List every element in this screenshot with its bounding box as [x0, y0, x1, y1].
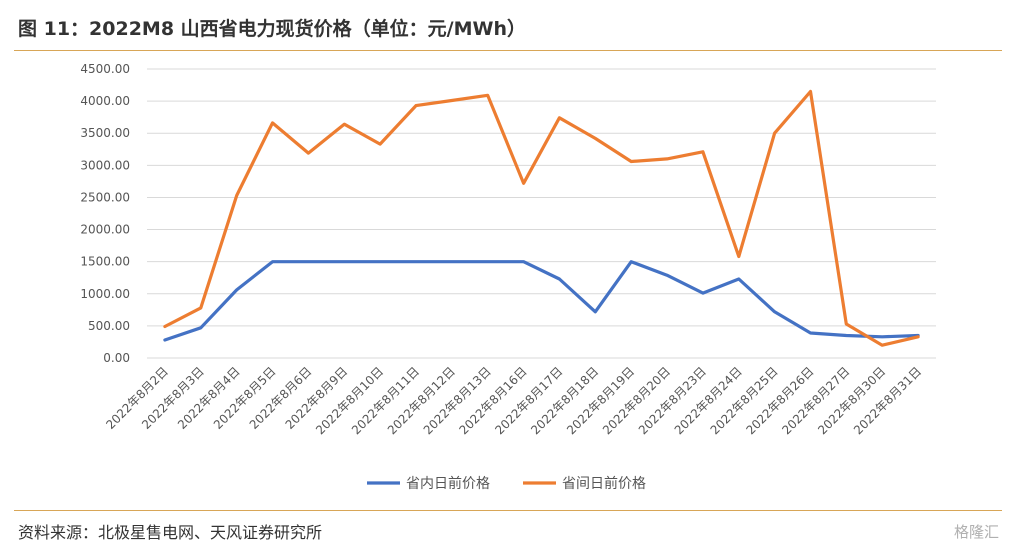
x-tick-label: 2022年8月9日: [283, 364, 351, 432]
x-tick-label: 2022年8月2日: [103, 364, 171, 432]
chart-title: 图 11：2022M8 山西省电力现货价格（单位：元/MWh）: [18, 18, 527, 40]
x-tick-label: 2022年8月4日: [175, 364, 243, 432]
y-axis-ticks: 0.00 500.00 1000.00 1500.00 2000.00 2500.00 30…: [80, 62, 130, 365]
bottom-divider: [14, 510, 1002, 511]
top-divider: [14, 50, 1002, 51]
y-tick-label: 2500.00: [80, 190, 130, 204]
y-tick-label: 3500.00: [80, 126, 130, 140]
gridlines: [147, 68, 936, 359]
legend-label-domestic: 省内日前价格: [406, 475, 490, 492]
y-tick-label: 2000.00: [80, 223, 130, 237]
series-line-domestic: [163, 260, 920, 342]
y-tick-label: 500.00: [88, 319, 130, 333]
y-tick-label: 1000.00: [80, 287, 130, 301]
y-tick-label: 3000.00: [80, 158, 130, 172]
y-tick-label: 4000.00: [80, 94, 130, 108]
source-note: 资料来源：北极星售电网、天风证券研究所: [18, 523, 323, 542]
y-tick-label: 0.00: [103, 351, 130, 365]
legend: 省内日前价格 省间日前价格: [367, 475, 646, 492]
legend-label-interprovincial: 省间日前价格: [562, 475, 646, 492]
x-tick-label: 2022年8月31日: [851, 364, 924, 437]
x-tick-label: 2022年8月3日: [139, 364, 207, 432]
x-axis-ticks: 2022年8月2日2022年8月3日2022年8月4日2022年8月5日2022…: [103, 364, 924, 437]
x-tick-label: 2022年8月6日: [247, 364, 315, 432]
y-tick-label: 4500.00: [80, 62, 130, 76]
series-lines: [163, 89, 920, 347]
series-line-interprovincial: [163, 89, 920, 347]
y-tick-label: 1500.00: [80, 255, 130, 269]
watermark-logo: 格隆汇: [953, 523, 999, 541]
x-tick-label: 2022年8月5日: [211, 364, 279, 432]
